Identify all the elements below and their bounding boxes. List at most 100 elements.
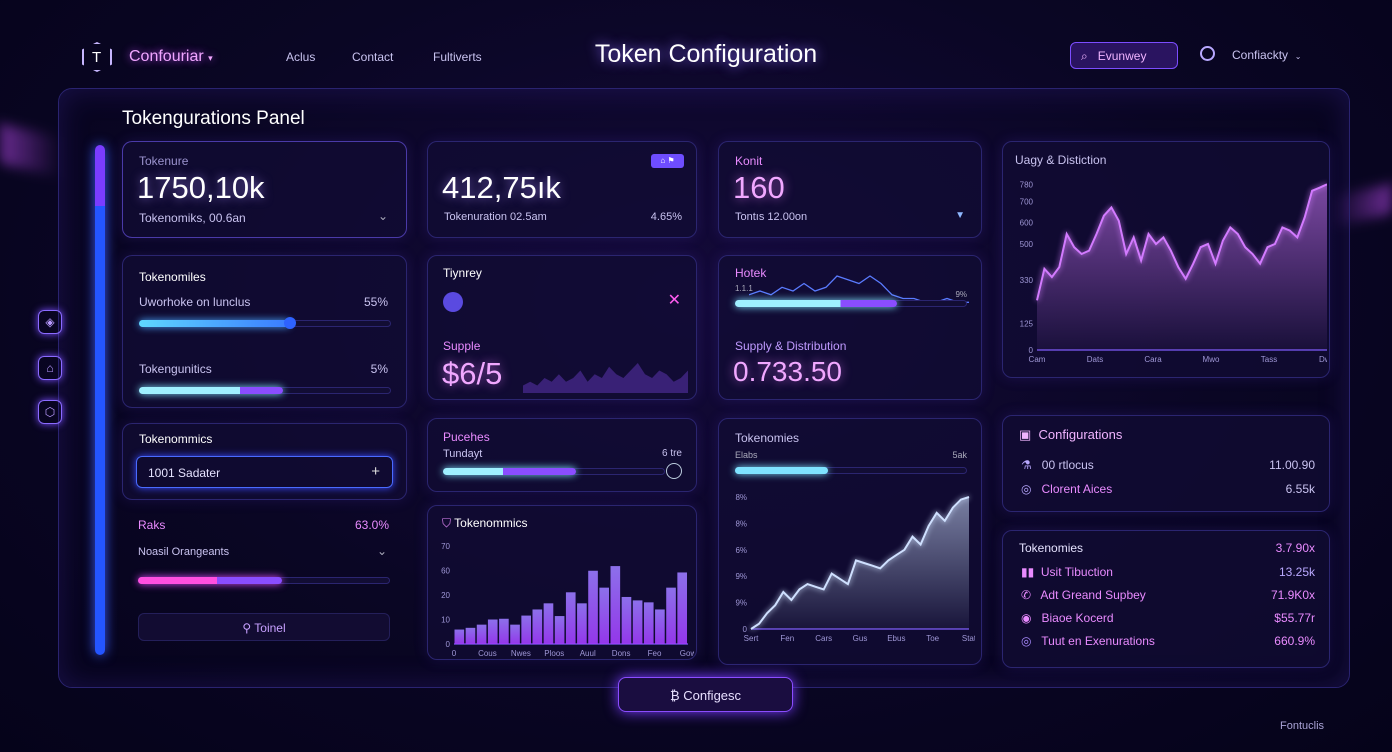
bar <box>487 619 498 644</box>
plus-icon[interactable]: + <box>371 463 380 480</box>
row-value: 11.00.90 <box>1269 458 1315 472</box>
x-tick-label: Sert <box>744 634 759 643</box>
y-tick-label: 8% <box>735 493 747 502</box>
bar <box>454 629 465 644</box>
x-tick-label: Cara <box>1144 355 1162 364</box>
user-icon: ⚲ <box>242 621 252 635</box>
y-tick-label: 330 <box>1020 276 1034 285</box>
line-chart: 0 9% 9% 6% 8% 8% Sert Fen Cars Gus Ebus Toe Stat <box>735 493 975 643</box>
bar <box>465 627 476 644</box>
progress-value: 5% <box>370 362 388 376</box>
home-icon[interactable]: ⌂ <box>660 156 666 165</box>
nav-link[interactable]: Contact <box>352 50 394 64</box>
y-tick-label: 9% <box>735 599 747 608</box>
card-label: Tokenure <box>139 154 189 168</box>
slider-handle[interactable] <box>284 317 297 329</box>
card-sub: Tundayt <box>443 448 483 460</box>
brand-menu[interactable]: Confouriar ▾ <box>129 48 213 66</box>
account-name: Confiackty <box>1232 48 1289 62</box>
chevron-down-icon[interactable]: ⌄ <box>376 544 387 558</box>
card-title: Tokenomiles <box>139 270 206 284</box>
search-pill[interactable]: ⌕ Evunwey <box>1070 42 1178 69</box>
list-title-value: 3.7.90x <box>1275 541 1315 555</box>
list-header: Tokenomies 3.7.90x <box>1019 541 1315 555</box>
card-value: 5ak <box>952 450 967 460</box>
flask-icon: ⚗ <box>1021 458 1032 472</box>
chevron-down-icon[interactable]: ⌄ <box>377 209 388 223</box>
config-row[interactable]: ⚗ 00 rtlocus 11.00.90 <box>1021 458 1315 472</box>
bar <box>655 609 665 644</box>
row-label: Usit Tibuction <box>1040 565 1113 579</box>
bar <box>521 615 531 644</box>
series-line <box>750 496 970 630</box>
chevron-down-icon: ▾ <box>208 53 213 63</box>
select-value[interactable]: Noasil Orangeants <box>138 546 230 558</box>
bar <box>543 603 554 644</box>
bar-chart: 0 10 20 60 70 0 Cous Nwes Ploos Auul Dons Feo Gow <box>441 542 694 658</box>
x-tick-label: Dats <box>1087 355 1103 364</box>
flag-icon[interactable]: ⚑ <box>667 156 675 165</box>
list-item[interactable]: ✆ Adt Greand Supbey 71.9K0x <box>1021 588 1315 602</box>
progress-fill <box>138 577 282 584</box>
x-tick-label: Gus <box>853 634 868 643</box>
drop-icon: ◎ <box>1021 482 1032 496</box>
footer-link[interactable]: Fontuclis <box>1280 720 1325 732</box>
card-sub: Elabs <box>735 450 758 460</box>
konit-card: Konit 160 Tontıs 12.00on ▼ <box>718 141 982 238</box>
nav-link[interactable]: Fultiverts <box>433 50 482 64</box>
x-tick-label: Cous <box>478 649 497 658</box>
card-title: Hotek <box>735 266 767 280</box>
supply-label: Supple <box>443 339 481 353</box>
total-card: Tokenure 1750,10k Tokenomiks, 00.6an ⌄ <box>122 141 407 238</box>
row-label: Clorent Aices <box>1041 482 1113 496</box>
y-tick-label: 700 <box>1020 197 1034 206</box>
bar <box>577 603 587 644</box>
spark-label: 9% <box>955 290 967 299</box>
bar <box>588 570 598 644</box>
target-icon[interactable] <box>666 463 682 479</box>
hotek-card: Hotek 1.1.1 9% Supply & Distribution 0.7… <box>718 255 982 400</box>
x-tick-label: Tass <box>1261 355 1277 364</box>
power-icon[interactable] <box>1200 46 1215 61</box>
card-actions[interactable]: ⌂ ⚑ <box>651 154 684 168</box>
vertical-scrollbar[interactable] <box>95 145 105 655</box>
card-title: Tokenomies <box>735 431 800 445</box>
y-tick-label: 70 <box>441 542 450 551</box>
list-item[interactable]: ▮▮ Usit Tibuction 13.25k <box>1021 565 1315 579</box>
x-tick-label: Toe <box>926 634 939 643</box>
slider-fill <box>139 320 291 327</box>
close-icon[interactable]: ✕ <box>667 292 681 309</box>
spark-label: 1.1.1 <box>735 284 753 293</box>
bar-chart-title: ⛉ Tokenommics <box>442 516 528 531</box>
triangle-down-icon[interactable]: ▼ <box>955 210 965 221</box>
y-tick-label: 0 <box>446 640 451 649</box>
y-tick-label: 0 <box>743 625 748 634</box>
configure-button[interactable]: ₿ Configesc <box>618 677 793 712</box>
card-sub: Tokenuration 02.5am <box>444 211 547 223</box>
shield-icon[interactable]: ⬡ <box>38 400 62 424</box>
nav-link[interactable]: Aclus <box>286 50 316 64</box>
list-item[interactable]: ◉ Biaoe Kocerd $55.77r <box>1021 611 1315 625</box>
list-item[interactable]: ◎ Tuut en Exenurations 660.9% <box>1021 634 1315 648</box>
progress-fill <box>443 468 577 475</box>
logo-letter: T <box>92 49 102 66</box>
chevron-down-icon: ⌄ <box>1294 52 1302 61</box>
supply-value: 0.733.50 <box>733 356 842 387</box>
y-tick-label: 8% <box>735 519 747 528</box>
slider-value: 55% <box>363 295 388 309</box>
phone-icon: ✆ <box>1021 588 1032 602</box>
toinel-button[interactable]: ⚲ Toinel <box>138 613 390 641</box>
progress-fill <box>139 387 283 394</box>
token-input[interactable]: 1001 Sadater + <box>136 456 393 488</box>
home-icon[interactable]: ⌂ <box>38 356 62 380</box>
config-row[interactable]: ◎ Clorent Aices 6.55k <box>1021 482 1315 496</box>
usage-chart-card: Uagy & Distiction 0 125 330 500 600 700 780 Cam… <box>1002 141 1330 378</box>
tokenomiles-card: Tokenomiles Uworhoke on lunclus 55% Toke… <box>122 255 407 408</box>
card-value: 63.0% <box>354 518 389 532</box>
cube-icon[interactable]: ◈ <box>38 310 62 334</box>
list-title: Tokenomies <box>1019 541 1084 555</box>
card-value: 412,75ık <box>442 170 561 205</box>
toggle-knob-icon[interactable] <box>443 292 463 312</box>
document-icon: ▣ <box>1019 427 1032 442</box>
account-menu[interactable]: Confiackty ⌄ <box>1232 48 1301 62</box>
